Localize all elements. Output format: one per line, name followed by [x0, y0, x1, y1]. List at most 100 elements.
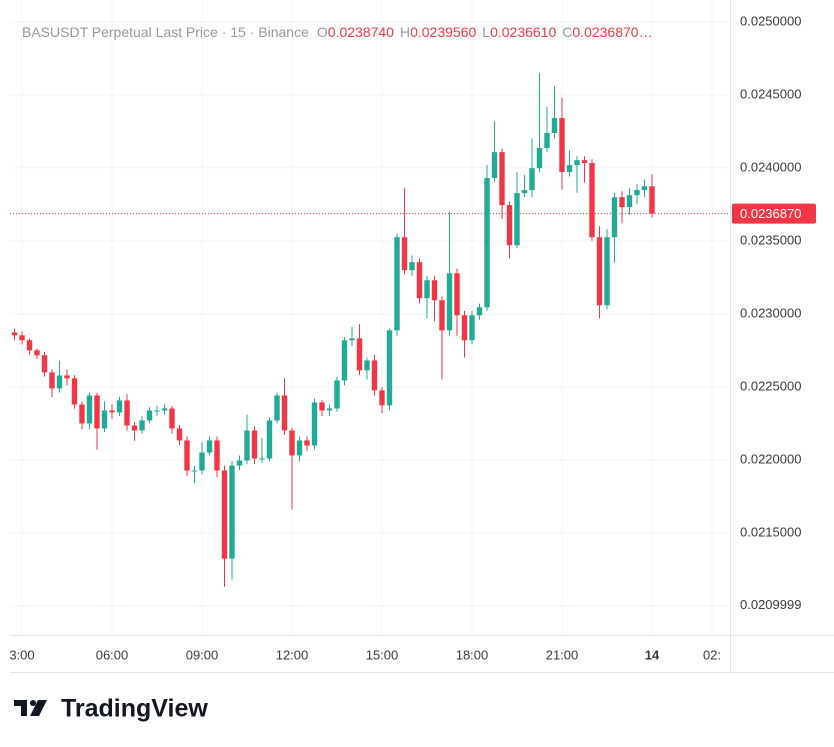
candle-body [311, 402, 318, 446]
candle-body [304, 440, 310, 446]
brand-name: TradingView [61, 695, 208, 723]
candle-body [124, 400, 130, 426]
y-tick-label: 0.0230000 [740, 305, 801, 320]
candle-body [131, 425, 138, 431]
candle-body [364, 360, 370, 371]
candle-body [551, 118, 558, 133]
candle-body [349, 338, 355, 341]
x-tick-label: 3:00 [9, 647, 34, 662]
candle-body [454, 273, 460, 316]
candle-body [641, 186, 648, 191]
x-tick-label: 06:00 [96, 647, 129, 662]
x-tick-label: 02: [703, 647, 721, 662]
candle-body [581, 160, 588, 164]
candle-body [544, 132, 550, 149]
y-tick-label: 0.0220000 [740, 451, 801, 466]
x-tick-label: 09:00 [186, 647, 219, 662]
candle-body [101, 410, 108, 429]
candle-body [56, 375, 63, 389]
candle-body [191, 470, 198, 472]
legend-header: BASUSDT Perpetual Last Price · 15 · Bina… [22, 24, 653, 40]
candle-body [461, 315, 468, 341]
candle-body [386, 330, 393, 406]
logo-icon [30, 700, 47, 716]
candle-body [176, 428, 183, 441]
candle-body [446, 273, 453, 331]
legend-key: H [400, 24, 410, 40]
candle-body [431, 280, 438, 301]
y-tick-label: 0.0215000 [740, 524, 801, 539]
y-tick-label: 0.0250000 [740, 13, 801, 28]
candle-body [439, 300, 445, 331]
last-price-tag [732, 203, 816, 224]
candle-body [154, 410, 160, 412]
candle-body [559, 118, 565, 173]
candle-body [649, 186, 655, 214]
candle-body [409, 262, 415, 271]
x-tick-label: 12:00 [276, 647, 309, 662]
candle-body [604, 237, 610, 306]
candle-body [206, 440, 213, 453]
legend-value: 0.0236870… [572, 24, 652, 40]
candle-body [334, 380, 340, 409]
legend-key: C [562, 24, 572, 40]
x-tick-label: 15:00 [366, 647, 399, 662]
candle-body [259, 458, 265, 460]
candle-body [251, 430, 258, 459]
candle-body [19, 335, 25, 341]
candle-body [341, 340, 348, 381]
candle-body [491, 152, 498, 179]
candle-body [566, 165, 573, 173]
candle-body [499, 152, 505, 206]
candle-body [326, 408, 333, 411]
candle-body [34, 350, 40, 356]
candle-body [229, 465, 235, 559]
logo-icon [14, 700, 27, 716]
candle-body [589, 163, 595, 238]
candle-body [266, 420, 273, 459]
candle-body [274, 395, 280, 421]
candle-body [506, 205, 513, 246]
candle-body [416, 262, 423, 299]
candle-body [79, 404, 85, 424]
brand-logo: TradingView [14, 695, 208, 723]
candle-body [514, 193, 520, 246]
candle-body [476, 307, 483, 316]
candle-body [394, 237, 400, 331]
candle-body [356, 338, 363, 371]
candle-body [236, 460, 243, 466]
candle-body [289, 430, 295, 456]
candle-body [184, 440, 190, 471]
x-axis: 3:00 06:00 09:00 12:00 15:00 18:00 21:00 14 02: [9, 647, 721, 662]
candle-body [146, 410, 153, 421]
candle-body [109, 410, 115, 413]
candle-body [71, 378, 78, 405]
candle-body [11, 332, 18, 336]
plot-area [10, 72, 730, 587]
candle-body [116, 400, 123, 413]
legend-value: 0.0236610 [490, 24, 556, 40]
candle-body [424, 280, 430, 299]
candle-body [64, 375, 70, 379]
candle-body [199, 452, 205, 471]
candle-body [371, 360, 378, 391]
candle-body [281, 395, 288, 431]
x-tick-label: 18:00 [456, 647, 489, 662]
y-tick-label: 0.0240000 [740, 159, 801, 174]
candle-body [596, 237, 603, 306]
candle-body [319, 402, 325, 411]
legend-key: L [482, 24, 490, 40]
y-tick-label: 0.0235000 [740, 232, 801, 247]
candle-body [94, 395, 100, 429]
candle-body [214, 440, 220, 471]
candle-body [169, 408, 175, 429]
candle-body [49, 372, 55, 389]
candle-body [296, 440, 303, 456]
y-tick-label: 0.0225000 [740, 378, 801, 393]
candle-body [26, 340, 33, 351]
candle-body [626, 195, 633, 208]
legend-title: BASUSDT Perpetual Last Price · 15 · Bina… [22, 24, 309, 40]
candle-body [574, 160, 580, 166]
